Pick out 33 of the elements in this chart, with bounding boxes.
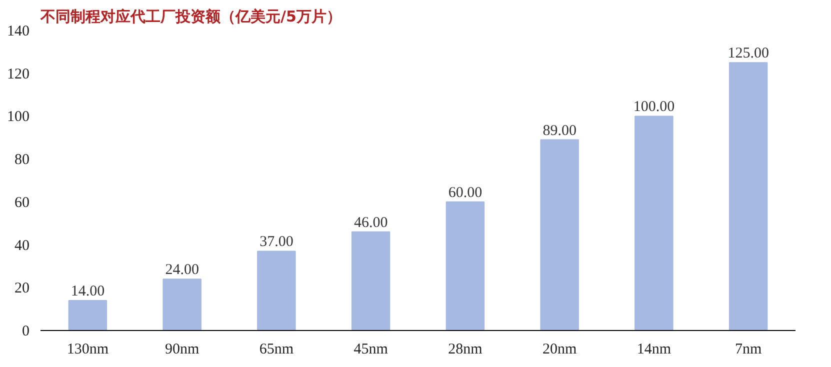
bar — [540, 139, 579, 330]
x-tick-label: 45nm — [354, 342, 388, 358]
bar — [446, 201, 485, 330]
data-label: 89.00 — [542, 122, 576, 139]
y-tick-label: 120 — [7, 66, 30, 82]
chart-title: 不同制程对应代工厂投资额（亿美元/5万片） — [40, 8, 342, 26]
y-tick-label: 140 — [7, 24, 30, 40]
bar — [634, 116, 674, 330]
x-tick-label: 20nm — [542, 342, 577, 358]
y-tick-label: 80 — [14, 152, 30, 168]
x-tick-label: 28nm — [448, 342, 483, 358]
x-tick-label: 14nm — [636, 342, 672, 358]
bar — [351, 231, 390, 330]
bar — [728, 62, 768, 330]
bar — [68, 300, 108, 330]
x-tick-label: 65nm — [259, 342, 294, 358]
x-tick-label: 90nm — [164, 342, 200, 358]
data-label: 60.00 — [448, 184, 482, 201]
y-tick-label: 40 — [14, 238, 30, 254]
y-tick-label: 20 — [14, 280, 30, 297]
y-tick-label: 60 — [14, 194, 30, 211]
bar — [257, 250, 296, 330]
data-label: 100.00 — [633, 99, 675, 116]
x-tick-label: 7nm — [734, 342, 762, 358]
data-label: 37.00 — [260, 234, 294, 250]
y-tick-label: 100 — [7, 109, 30, 126]
data-label: 125.00 — [728, 46, 769, 62]
x-tick-label: 130nm — [66, 342, 109, 358]
data-label: 24.00 — [165, 262, 199, 278]
data-label: 46.00 — [354, 214, 388, 231]
y-tick-label: 0 — [22, 324, 30, 340]
data-label: 14.00 — [70, 284, 105, 300]
bar — [162, 278, 202, 330]
